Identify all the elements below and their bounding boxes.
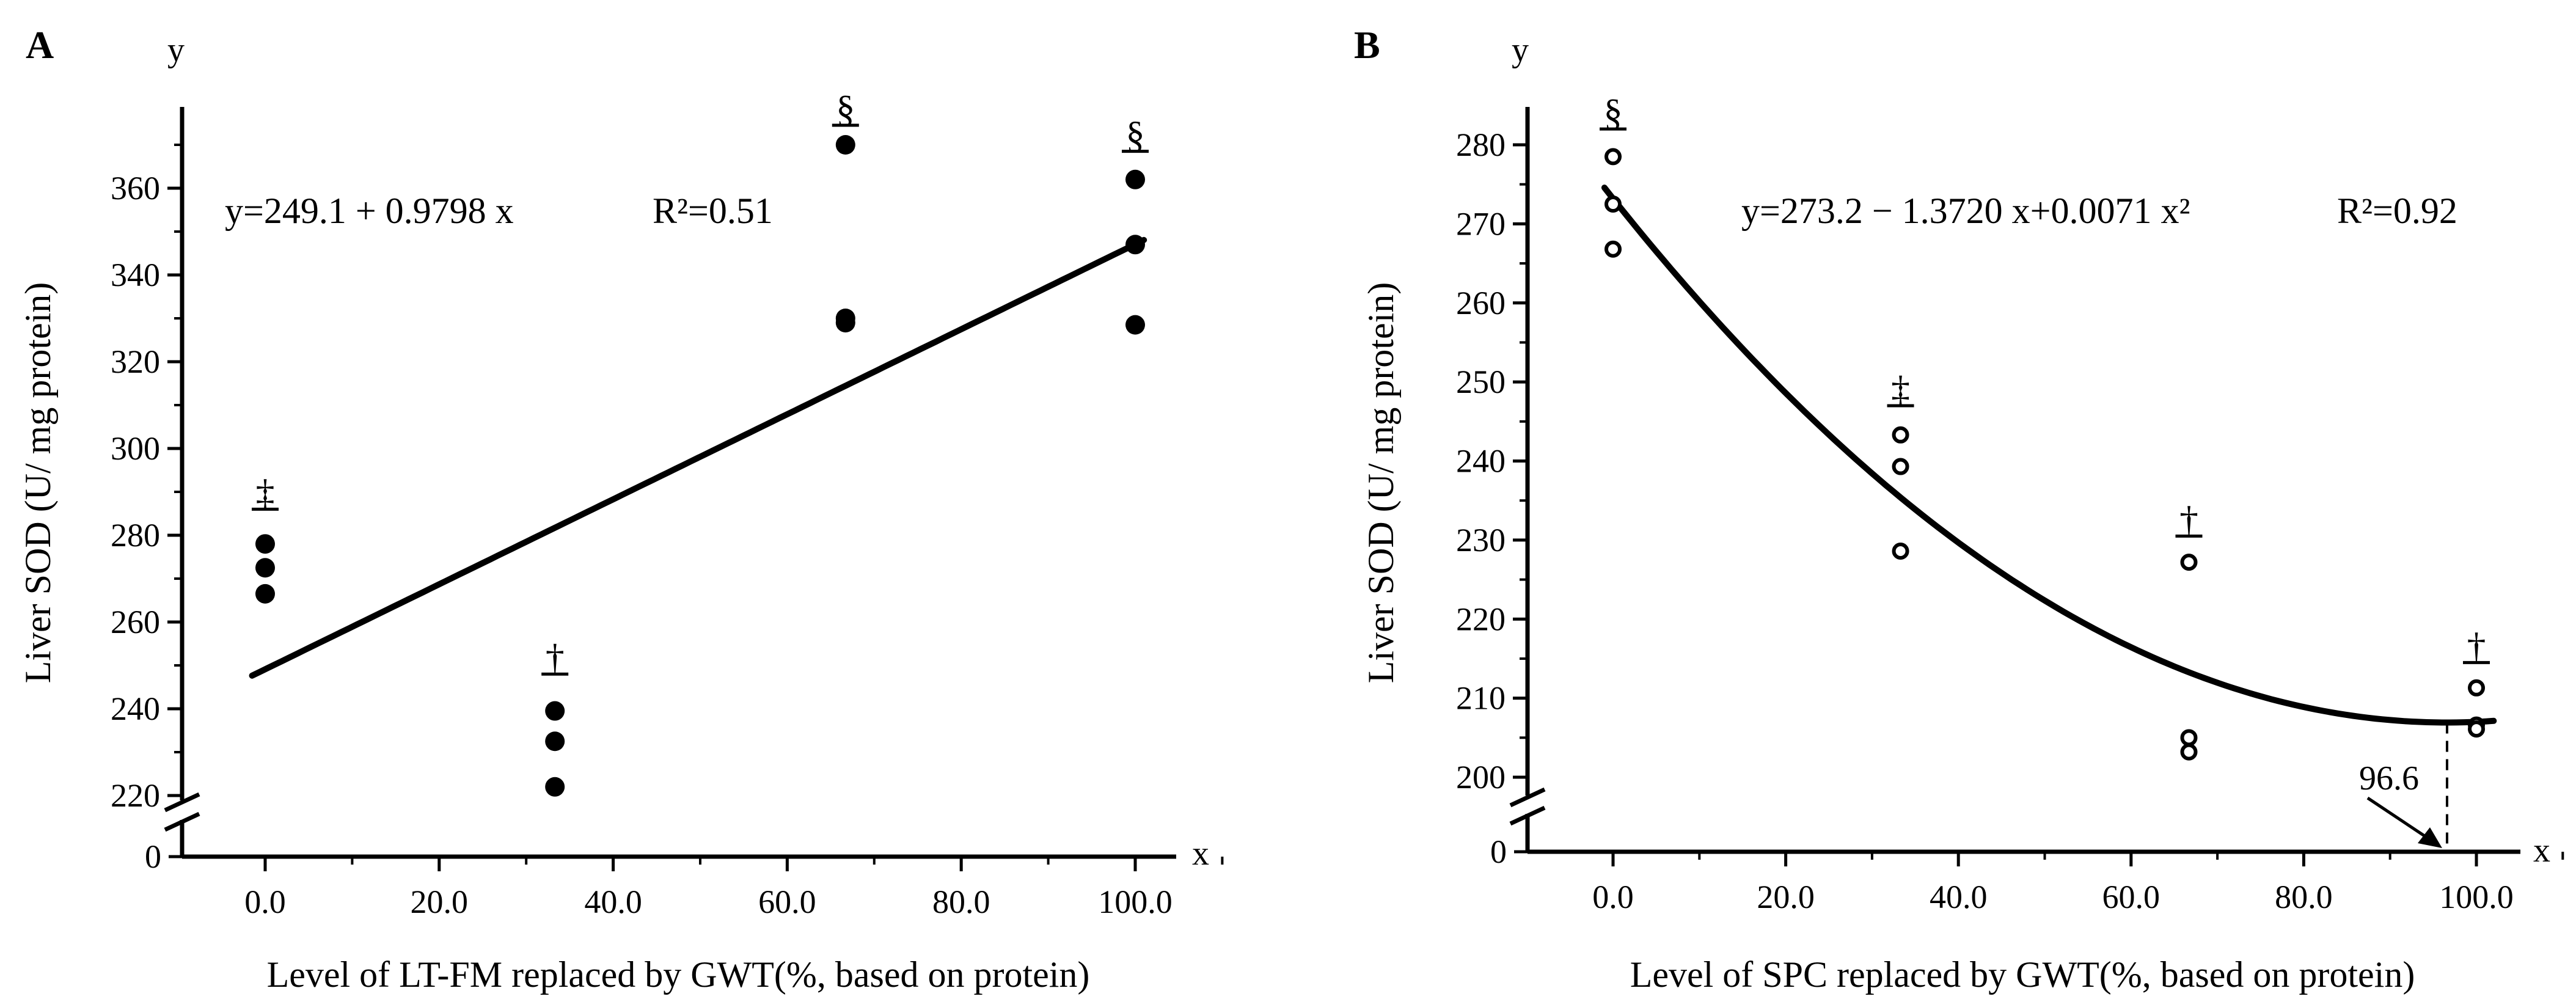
y-tick-label: 200 xyxy=(1456,759,1506,796)
significance-symbol: § xyxy=(1126,115,1145,156)
data-point xyxy=(1605,196,1622,213)
data-point xyxy=(255,534,275,554)
y-tick-label: 230 xyxy=(1456,522,1506,558)
significance-symbol: † xyxy=(2467,626,2486,667)
data-point xyxy=(1605,240,1622,258)
optimum-arrow xyxy=(2366,796,2435,844)
panel-label: B xyxy=(1354,23,1380,67)
optimum-label: 96.6 xyxy=(2359,759,2419,797)
x-tick-label: 20.0 xyxy=(1757,879,1815,915)
x-tick-label: 0.0 xyxy=(1592,879,1634,915)
data-point xyxy=(2180,743,2198,761)
significance-symbol: † xyxy=(546,637,565,679)
axis-break-mark xyxy=(1509,787,1546,808)
x-axis-name: x xyxy=(2533,832,2550,869)
y-tick-label: 280 xyxy=(111,517,160,554)
y-tick-label: 270 xyxy=(1456,205,1506,242)
data-point xyxy=(835,135,855,155)
x-tick-label: 0.0 xyxy=(244,884,286,920)
y-tick-label: 250 xyxy=(1456,364,1506,400)
y-axis-name: y xyxy=(167,31,185,69)
data-point xyxy=(1125,169,1145,189)
y-axis-name: y xyxy=(1512,31,1529,69)
data-point xyxy=(1125,235,1145,255)
data-point xyxy=(2180,729,2198,747)
y-tick-label: 240 xyxy=(111,690,160,727)
data-point xyxy=(545,777,565,797)
x-axis-label: Level of LT-FM replaced by GWT(%, based … xyxy=(267,954,1090,995)
x-tick-label: 20.0 xyxy=(411,884,469,920)
r-squared: R²=0.92 xyxy=(2337,191,2457,231)
y-tick-label: 0 xyxy=(1490,833,1507,870)
data-point xyxy=(2468,679,2485,697)
y-tick-label: 280 xyxy=(1456,126,1506,163)
axis-break-mark xyxy=(164,792,200,813)
x-tick-label: 80.0 xyxy=(2275,879,2333,915)
optimum-arrowhead xyxy=(2417,827,2442,848)
significance-symbol: § xyxy=(836,89,855,130)
y-tick-label: 210 xyxy=(1456,680,1506,717)
y-tick-label: 260 xyxy=(1456,285,1506,321)
y-axis-label: Liver SOD (U/ mg protein) xyxy=(1361,282,1401,684)
x-tick-label: 100.0 xyxy=(1098,884,1173,920)
fit-line xyxy=(249,236,1147,679)
x-axis-name: x xyxy=(1192,835,1209,873)
x-tick-label: 60.0 xyxy=(758,884,816,920)
y-tick-label: 360 xyxy=(111,170,160,207)
y-tick-label: 240 xyxy=(1456,443,1506,480)
x-tick-label: 40.0 xyxy=(584,884,642,920)
axis-break-mark xyxy=(164,811,200,832)
fit-line xyxy=(1601,185,2497,726)
data-point xyxy=(1605,148,1622,166)
significance-symbol: ‡ xyxy=(1891,369,1910,411)
y-axis-label: Liver SOD (U/ mg protein) xyxy=(18,282,58,684)
axis-break-mark xyxy=(1509,805,1546,826)
r-squared: R²=0.51 xyxy=(653,191,773,231)
panel-label: A xyxy=(26,23,54,67)
data-point xyxy=(1892,542,1909,560)
data-point xyxy=(1892,426,1909,444)
y-tick-label: 340 xyxy=(111,257,160,293)
data-point xyxy=(1125,315,1145,335)
y-tick-label: 300 xyxy=(111,430,160,467)
x-tick-label: 40.0 xyxy=(1930,879,1988,915)
x-tick-label: 80.0 xyxy=(932,884,990,920)
y-tick-label: 220 xyxy=(111,777,160,814)
fit-equation: y=249.1 + 0.9798 x xyxy=(225,191,514,231)
x-axis-label: Level of SPC replaced by GWT(%, based on… xyxy=(1630,954,2415,995)
data-point xyxy=(835,313,855,333)
x-tick-label: 100.0 xyxy=(2439,879,2514,915)
x-tick-label: 60.0 xyxy=(2102,879,2161,915)
y-tick-label: 320 xyxy=(111,343,160,380)
y-tick-label: 260 xyxy=(111,604,160,640)
data-point xyxy=(545,701,565,721)
significance-symbol: § xyxy=(1604,92,1623,134)
y-tick-label: 0 xyxy=(145,838,161,875)
fit-equation: y=273.2 − 1.3720 x+0.0071 x² xyxy=(1741,191,2190,231)
significance-symbol: † xyxy=(2179,499,2198,541)
significance-symbol: ‡ xyxy=(256,472,275,514)
data-point xyxy=(2180,554,2198,571)
data-point xyxy=(2468,720,2485,738)
data-point xyxy=(255,558,275,578)
data-point xyxy=(255,584,275,604)
y-tick-label: 220 xyxy=(1456,601,1506,637)
data-point xyxy=(545,731,565,752)
data-point xyxy=(1892,458,1909,475)
